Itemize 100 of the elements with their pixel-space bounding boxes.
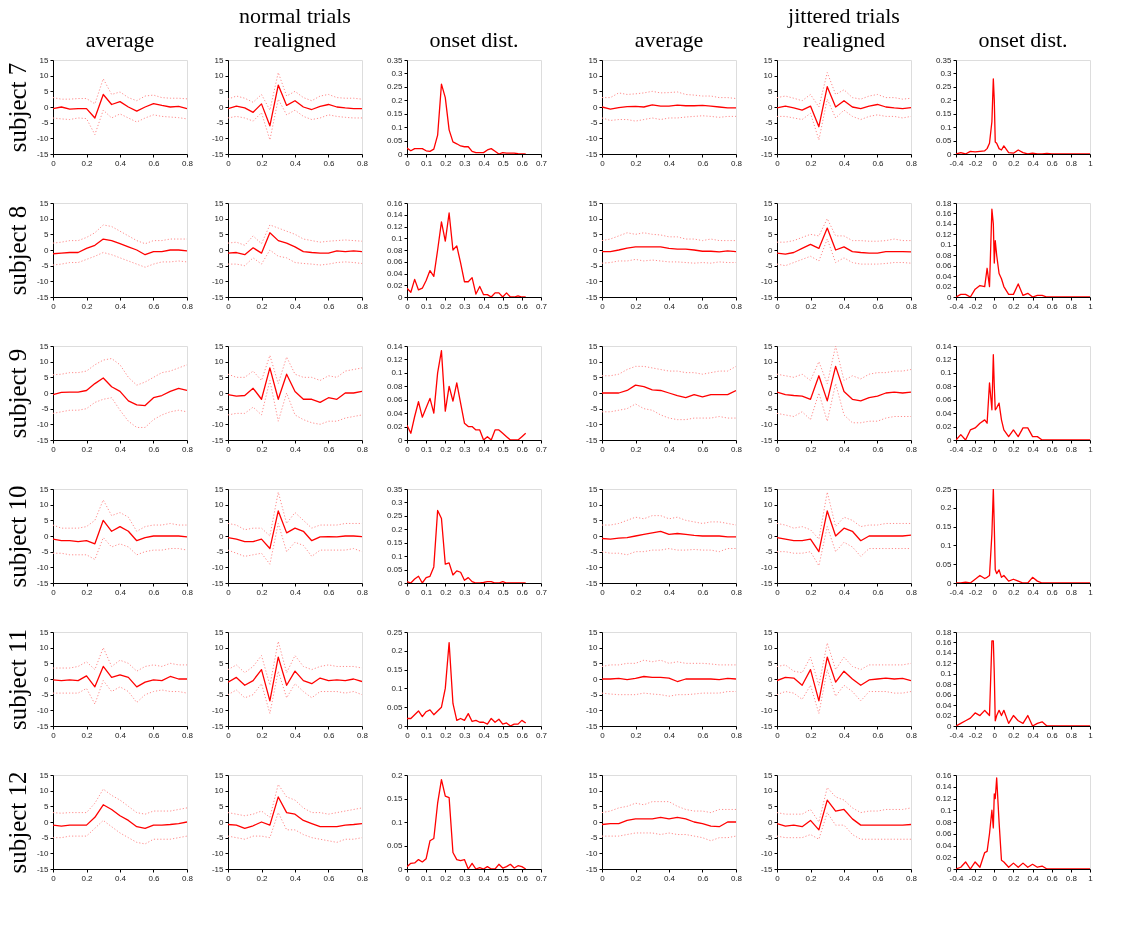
x-tick-label: 0 — [992, 730, 998, 740]
line-series — [53, 537, 187, 560]
line-series — [602, 530, 736, 540]
x-tick-label: 0.8 — [1065, 587, 1078, 597]
y-tick-label: 0.35 — [935, 55, 953, 65]
y-tick-label: -5 — [216, 118, 225, 128]
x-tick-label: 0 — [405, 158, 411, 168]
x-tick-label: -0.4 — [949, 301, 964, 311]
y-tick-label: 0 — [44, 674, 50, 684]
x-tick-label: 0.4 — [478, 587, 491, 597]
x-tick-label: 0.6 — [697, 587, 710, 597]
y-tick-label: -15 — [585, 721, 599, 731]
y-tick-label: 10 — [214, 357, 225, 367]
line-series — [777, 642, 911, 686]
x-tick-label: 0 — [775, 301, 781, 311]
y-tick-label: 15 — [588, 198, 599, 208]
x-tick-label: 0.8 — [730, 158, 743, 168]
x-tick-label: 0.4 — [114, 158, 127, 168]
line-series — [53, 788, 187, 815]
line-series — [407, 212, 527, 297]
y-tick-label: 10 — [588, 214, 599, 224]
y-axis-title: subject 7 — [3, 62, 31, 153]
y-tick-label: 0 — [768, 245, 774, 255]
line-series — [602, 515, 736, 526]
y-tick-label: -5 — [41, 404, 50, 414]
y-tick-label: 0 — [947, 292, 953, 302]
line-series — [53, 397, 187, 428]
x-tick-label: -0.4 — [949, 587, 964, 597]
x-tick-label: 0 — [51, 873, 57, 883]
chart-title: onset dist. — [978, 27, 1068, 52]
y-tick-label: 0 — [219, 531, 225, 541]
y-tick-label: 10 — [39, 357, 50, 367]
x-tick-label: 0.6 — [697, 873, 710, 883]
y-tick-label: -10 — [760, 133, 774, 143]
x-tick-label: 0 — [775, 730, 781, 740]
x-tick-label: 0 — [775, 444, 781, 454]
y-tick-label: 5 — [219, 372, 225, 382]
y-tick-label: 0.35 — [386, 484, 404, 494]
y-tick-label: -15 — [585, 149, 599, 159]
x-tick-label: 0 — [600, 301, 606, 311]
x-tick-label: 0.1 — [421, 301, 433, 311]
y-tick-label: 0.05 — [386, 841, 404, 850]
line-series — [602, 232, 736, 242]
line-series — [777, 510, 911, 553]
x-tick-label: 0.6 — [516, 158, 529, 168]
y-tick-label: 10 — [763, 71, 774, 81]
y-tick-label: -10 — [585, 705, 599, 715]
y-tick-label: -15 — [36, 721, 50, 731]
line-series — [228, 249, 362, 267]
x-tick-label: 0.7 — [535, 301, 548, 311]
x-tick-label: 0.2 — [81, 873, 94, 883]
x-tick-label: 0.1 — [421, 873, 433, 883]
x-tick-label: 0 — [775, 158, 781, 168]
y-tick-label: -15 — [585, 578, 599, 588]
line-series — [956, 489, 1090, 583]
y-tick-label: 5 — [219, 229, 225, 239]
y-tick-label: 0 — [398, 864, 404, 874]
x-tick-label: 0.1 — [421, 444, 433, 454]
y-tick-label: 0.04 — [386, 408, 404, 418]
x-tick-label: 0.4 — [838, 301, 851, 311]
x-tick-label: 0 — [992, 873, 998, 883]
x-tick-label: 0.2 — [630, 444, 643, 454]
y-tick-label: -15 — [36, 435, 50, 445]
x-tick-label: 0.4 — [289, 873, 302, 883]
x-tick-label: 0.5 — [497, 730, 510, 740]
y-tick-label: 15 — [588, 627, 599, 637]
y-tick-label: 0.08 — [386, 381, 404, 391]
x-tick-label: 0.2 — [805, 444, 818, 454]
x-tick-label: 0.2 — [440, 587, 452, 597]
x-tick-label: 0.2 — [440, 301, 452, 311]
y-tick-label: -10 — [36, 705, 50, 715]
line-series — [53, 377, 187, 407]
line-series — [53, 647, 187, 672]
x-tick-label: 0 — [600, 587, 606, 597]
y-tick-label: 15 — [39, 55, 50, 65]
y-tick-label: 5 — [44, 801, 50, 811]
x-tick-label: 0.2 — [81, 158, 94, 168]
y-tick-label: 0.35 — [386, 55, 404, 65]
x-tick-label: 0 — [51, 301, 57, 311]
y-tick-label: 0.18 — [935, 198, 953, 208]
y-tick-label: -10 — [585, 562, 599, 572]
y-tick-label: -10 — [585, 419, 599, 429]
line-series — [228, 783, 362, 818]
x-tick-label: 0.2 — [81, 444, 94, 454]
x-tick-label: 0.6 — [323, 873, 336, 883]
x-tick-label: 0 — [405, 301, 411, 311]
x-tick-label: 0.4 — [663, 444, 676, 454]
x-tick-label: 0 — [226, 730, 232, 740]
y-tick-label: 0.12 — [935, 794, 953, 803]
y-tick-label: 15 — [763, 341, 774, 351]
line-series — [228, 812, 362, 843]
y-tick-label: 0 — [398, 721, 404, 731]
x-tick-label: 0.6 — [872, 873, 885, 883]
x-tick-label: 0 — [51, 158, 57, 168]
y-tick-label: -5 — [590, 261, 599, 271]
x-tick-label: 0.1 — [421, 730, 433, 740]
y-tick-label: -10 — [760, 848, 774, 858]
y-tick-label: -15 — [760, 435, 774, 445]
y-tick-label: -15 — [36, 864, 50, 874]
x-tick-label: 0.7 — [535, 730, 548, 740]
